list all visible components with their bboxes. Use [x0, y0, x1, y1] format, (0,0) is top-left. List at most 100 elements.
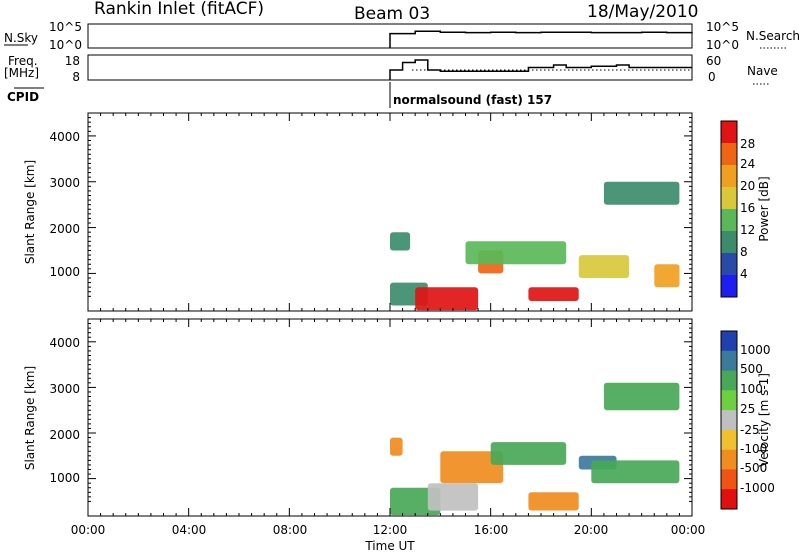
velocity-axis-ticks — [87, 318, 693, 516]
power-axis-ticks — [87, 112, 693, 311]
velocity-cell-4 — [490, 442, 567, 465]
velocity-cbar-tick-1000: 1000 — [740, 343, 771, 357]
freq-line — [389, 59, 692, 80]
power-cbar-tick-24: 24 — [740, 157, 755, 171]
power-ytick-4000: 4000 — [49, 130, 80, 144]
power-cell-8 — [603, 181, 680, 205]
power-cbar-swatch-7 — [721, 275, 737, 298]
power-cbar-tick-12: 12 — [740, 223, 755, 237]
power-cbar-swatch-0 — [721, 121, 737, 144]
velocity-cbar-swatch-3 — [721, 390, 737, 411]
nsky-left-tick-top: 10^5 — [49, 20, 82, 34]
power-cell-2 — [415, 287, 479, 311]
velocity-cbar-swatch-0 — [721, 331, 737, 352]
freq-right-tick-top: 60 — [706, 54, 721, 68]
velocity-colorbar-frame — [720, 330, 738, 510]
velocity-cell-5 — [528, 492, 579, 511]
xtick-0: 00:00 — [71, 523, 106, 537]
velocity-panel: 1000 2000 3000 4000 Slant Range [km] 100… — [23, 318, 775, 517]
nsky-label: N.Sky — [4, 31, 38, 45]
power-cbar-swatch-1 — [721, 143, 737, 166]
power-cbar-tick-20: 20 — [740, 179, 755, 193]
power-cbar-swatch-2 — [721, 165, 737, 188]
nsky-left-tick-bottom: 10^0 — [49, 38, 82, 52]
velocity-ytick-3000: 3000 — [49, 382, 80, 396]
nsearch-label: N.Search — [746, 29, 800, 43]
power-ytick-2000: 2000 — [49, 222, 80, 236]
power-cbar-tick-16: 16 — [740, 201, 755, 215]
power-colorbar — [721, 121, 737, 298]
power-ytick-3000: 3000 — [49, 176, 80, 190]
velocity-cbar-swatch-7 — [721, 469, 737, 490]
nsky-line — [389, 30, 693, 48]
power-cells — [390, 181, 680, 311]
velocity-cbar-tick-m1000: -1000 — [740, 481, 775, 495]
station-title: Rankin Inlet (fitACF) — [94, 0, 264, 19]
power-frame — [87, 112, 693, 312]
nave-label: Nave — [747, 64, 778, 78]
velocity-cell-8 — [603, 382, 680, 411]
power-cbar-tick-28: 28 — [740, 137, 755, 151]
velocity-cell-1 — [390, 487, 441, 516]
velocity-ytick-2000: 2000 — [49, 428, 80, 442]
nsky-panel: N.Sky 10^5 10^0 10^5 10^0 N.Search — [4, 20, 800, 52]
velocity-cell-2 — [427, 483, 479, 511]
xtick-1: 04:00 — [172, 523, 207, 537]
velocity-cell-3 — [440, 451, 504, 484]
freq-label: Freq. — [8, 54, 38, 68]
velocity-cell-7 — [591, 460, 680, 484]
freq-left-tick-top: 18 — [65, 54, 80, 68]
nsky-right-tick-top: 10^5 — [706, 20, 739, 34]
freq-panel: Freq. [MHz] 18 8 60 0 Nave — [4, 54, 778, 85]
freq-right-tick-bottom: 0 — [708, 70, 716, 84]
velocity-cbar-tick-m500: -500 — [740, 461, 767, 475]
power-cell-0 — [390, 232, 411, 251]
power-colorbar-frame — [720, 120, 738, 298]
power-panel: 1000 2000 3000 4000 Slant Range [km] 4 8… — [23, 112, 771, 312]
velocity-cbar-swatch-2 — [721, 370, 737, 391]
velocity-cbar-swatch-1 — [721, 350, 737, 372]
velocity-cbar-tick-500: 500 — [740, 362, 763, 376]
xaxis-label: Time UT — [364, 539, 415, 553]
power-cell-6 — [578, 255, 630, 278]
cpid-text: normalsound (fast) 157 — [393, 93, 552, 107]
xtick-6: 00:00 — [671, 523, 706, 537]
velocity-ytick-4000: 4000 — [49, 336, 80, 350]
power-cbar-swatch-4 — [721, 209, 737, 232]
velocity-cell-0 — [390, 437, 403, 456]
velocity-cbar-tick-m100: -100 — [740, 442, 767, 456]
velocity-cbar-swatch-4 — [721, 410, 737, 431]
power-cell-7 — [654, 264, 680, 288]
xtick-2: 08:00 — [273, 523, 308, 537]
velocity-cells — [390, 382, 680, 516]
power-cbar-swatch-5 — [721, 231, 737, 254]
velocity-cbar-tick-m25: -25 — [740, 423, 760, 437]
power-cbar-tick-8: 8 — [740, 245, 748, 259]
cpid-label: CPID — [7, 90, 39, 104]
velocity-cbar-swatch-8 — [721, 489, 737, 510]
xtick-3: 12:00 — [373, 523, 408, 537]
power-cbar-swatch-3 — [721, 187, 737, 210]
xtick-4: 16:00 — [474, 523, 509, 537]
velocity-frame — [87, 318, 693, 517]
velocity-cbar-swatch-5 — [721, 429, 737, 451]
freq-unit-label: [MHz] — [4, 66, 39, 80]
velocity-colorbar — [721, 331, 737, 510]
power-ytick-1000: 1000 — [49, 265, 80, 279]
nsky-right-tick-bottom: 10^0 — [706, 38, 739, 52]
power-cell-5 — [528, 287, 579, 301]
power-cell-4 — [465, 241, 567, 265]
velocity-ylabel: Slant Range [km] — [23, 366, 37, 470]
beam-title: Beam 03 — [354, 4, 430, 24]
power-cbar-label: Power [dB] — [757, 176, 771, 241]
velocity-cbar-label: Velocity [m s-1] — [757, 373, 771, 467]
cpid-row: CPID normalsound (fast) 157 — [7, 82, 552, 108]
power-ylabel: Slant Range [km] — [23, 160, 37, 264]
power-cbar-tick-4: 4 — [740, 267, 748, 281]
velocity-ytick-1000: 1000 — [49, 471, 80, 485]
freq-left-tick-bottom: 8 — [72, 70, 80, 84]
xtick-5: 20:00 — [574, 523, 609, 537]
time-axis: 00:00 04:00 08:00 12:00 16:00 20:00 00:0… — [71, 523, 706, 553]
date-title: 18/May/2010 — [587, 2, 699, 22]
